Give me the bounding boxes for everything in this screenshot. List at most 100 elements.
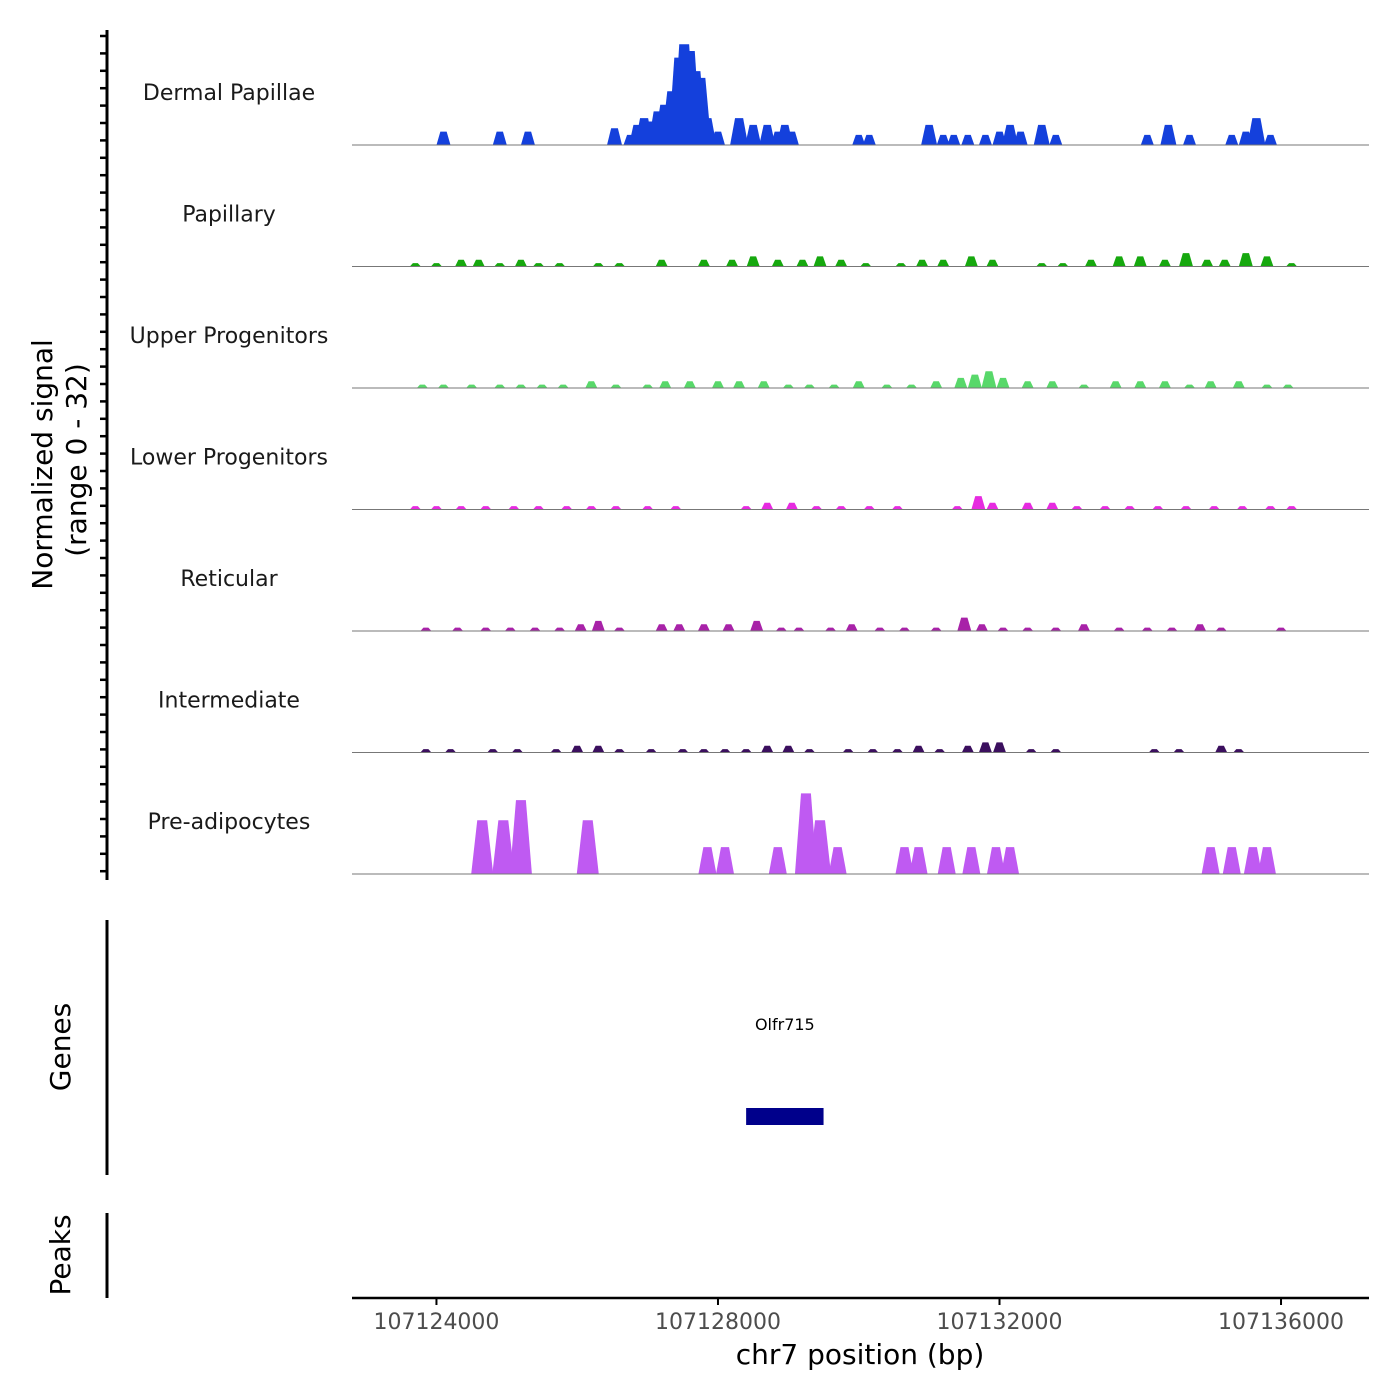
- signal-peak: [912, 745, 925, 753]
- x-tick-label: 107132000: [937, 1310, 1063, 1335]
- signal-peak: [494, 384, 506, 388]
- signal-peak: [891, 749, 903, 753]
- signal-peak: [430, 263, 442, 267]
- signal-peak: [981, 371, 997, 388]
- signal-peak: [803, 384, 815, 388]
- signal-peak: [867, 749, 879, 753]
- signal-peak: [515, 384, 527, 388]
- signal-peak: [937, 847, 956, 874]
- signal-peak: [978, 134, 992, 145]
- track-reticular: Reticular: [180, 567, 1369, 632]
- signal-peak: [610, 506, 622, 510]
- signal-peak: [697, 259, 710, 267]
- signal-y-axis-title-line1: Normalized signal: [26, 339, 59, 590]
- signal-peak: [775, 627, 787, 631]
- track-label: Upper Progenitors: [130, 324, 329, 349]
- signal-peak: [533, 506, 545, 510]
- signal-peak: [986, 502, 999, 510]
- signal-peak: [986, 259, 999, 267]
- signal-peak: [951, 506, 963, 510]
- signal-peak: [1201, 847, 1220, 874]
- signal-peak: [1260, 256, 1274, 267]
- signal-peak: [1218, 259, 1231, 267]
- signal-peak: [533, 263, 545, 267]
- signal-peak: [554, 627, 566, 631]
- signal-peak: [1057, 263, 1069, 267]
- signal-peak: [1282, 384, 1294, 388]
- signal-peak: [954, 377, 968, 388]
- signal-peak: [842, 749, 854, 753]
- signal-peak: [1021, 381, 1034, 388]
- signal-peak: [993, 742, 1007, 753]
- signal-peak: [1025, 749, 1037, 753]
- signal-peak: [909, 847, 928, 874]
- signal-peak: [1071, 506, 1083, 510]
- signal-peak: [1077, 624, 1090, 631]
- signal-peak: [1022, 627, 1034, 631]
- signal-peak: [585, 381, 598, 388]
- signal-peak: [768, 847, 787, 874]
- signal-peak: [420, 749, 432, 753]
- signal-peak: [1243, 847, 1262, 874]
- signal-peak: [811, 506, 823, 510]
- signal-peak: [511, 749, 523, 753]
- signal-peak: [716, 847, 735, 874]
- signal-peak: [1166, 627, 1178, 631]
- signal-peak: [1261, 384, 1273, 388]
- signal-peak: [1264, 506, 1276, 510]
- signal-peak: [420, 627, 432, 631]
- signal-peak: [445, 749, 457, 753]
- signal-peak: [659, 381, 672, 388]
- signal-peak: [785, 502, 798, 510]
- signal-peak: [975, 624, 988, 631]
- signal-peak: [613, 263, 625, 267]
- signal-peak: [698, 118, 717, 145]
- signal-peak: [1134, 381, 1147, 388]
- signal-peak: [1013, 131, 1028, 145]
- signal-peak: [574, 624, 587, 631]
- x-tick-label: 107128000: [655, 1310, 781, 1335]
- signal-peak: [494, 263, 506, 267]
- signal-peak: [1204, 381, 1217, 388]
- signal-peak: [698, 749, 710, 753]
- signal-peak: [1113, 627, 1125, 631]
- signal-peak: [436, 131, 451, 145]
- signal-peak: [452, 627, 464, 631]
- signal-peak: [561, 506, 573, 510]
- signal-peak: [1050, 627, 1062, 631]
- signal-peak: [997, 627, 1009, 631]
- signal-peak: [1021, 502, 1034, 510]
- signal-peak: [504, 627, 516, 631]
- signal-peak: [937, 259, 950, 267]
- signal-peak: [828, 847, 847, 874]
- signal-peak: [726, 259, 739, 267]
- signal-tracks: Dermal Papillae Papillary Upper Progenitor…: [130, 44, 1369, 875]
- signal-peak: [1215, 745, 1228, 753]
- signal-peak: [1099, 506, 1111, 510]
- signal-peak: [796, 259, 809, 267]
- signal-peak: [750, 620, 764, 631]
- signal-peak: [492, 131, 507, 145]
- signal-peak: [1033, 124, 1050, 145]
- signal-peak: [576, 820, 599, 874]
- signal-peak: [757, 381, 770, 388]
- signal-peak: [1222, 847, 1241, 874]
- signal-peak: [492, 820, 515, 874]
- signal-peak: [550, 749, 562, 753]
- track-label: Dermal Papillae: [143, 81, 315, 106]
- track-label: Intermediate: [158, 689, 300, 714]
- signal-peak: [557, 384, 569, 388]
- signal-peak: [845, 624, 858, 631]
- signal-peak: [971, 496, 986, 510]
- signal-peak: [761, 745, 774, 753]
- signal-peak: [936, 134, 950, 145]
- track-lower-progenitors: Lower Progenitors: [130, 446, 1369, 510]
- signal-peak: [921, 124, 938, 145]
- signal-peak: [416, 384, 428, 388]
- signal-peak: [719, 749, 731, 753]
- signal-peak: [645, 749, 657, 753]
- signal-peak: [860, 263, 872, 267]
- signal-peak: [978, 742, 992, 753]
- signal-peak: [437, 384, 449, 388]
- signal-peak: [592, 745, 605, 753]
